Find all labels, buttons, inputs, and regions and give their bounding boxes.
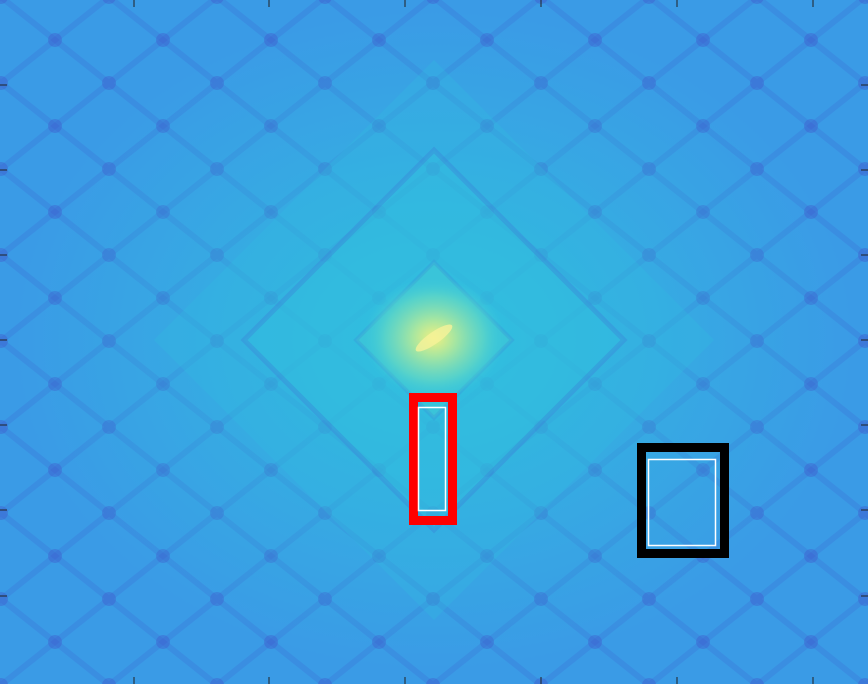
red-box-inner <box>417 406 447 512</box>
center-peak <box>415 324 453 352</box>
black-box-inner <box>647 458 717 547</box>
red-box <box>409 393 457 525</box>
black-box <box>637 443 729 558</box>
